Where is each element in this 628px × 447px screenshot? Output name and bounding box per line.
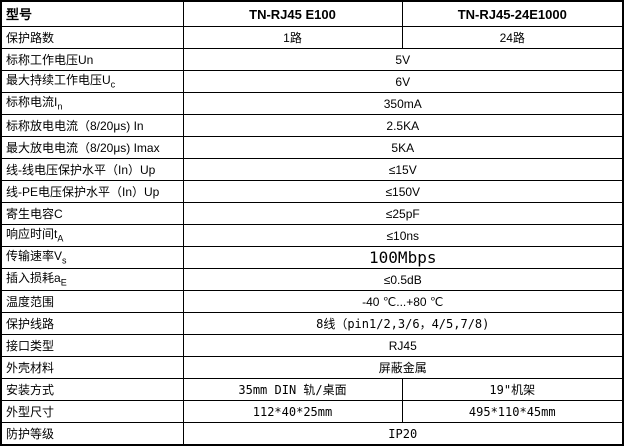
table-row-mounting-method: 安装方式 35mm DIN 轨/桌面 19"机架 [0,378,624,401]
row-label-subscript: A [57,233,64,244]
header-model-2: TN-RJ45-24E1000 [401,0,624,27]
row-label: 保护线路 [0,312,184,335]
row-label: 插入损耗aE [0,268,184,291]
row-label-text: 响应时间t [6,226,58,241]
row-label: 安装方式 [0,378,184,401]
row-label: 保护路数 [0,26,184,49]
row-label-text: 插入损耗a [6,270,61,285]
table-row-insertion-loss: 插入损耗aE ≤0.5dB [0,268,624,291]
row-value: 6V [182,70,624,93]
row-value: ≤25pF [182,202,624,225]
row-label: 线-线电压保护水平（In）Up [0,158,184,181]
table-row-housing-material: 外壳材料 屏蔽金属 [0,356,624,379]
row-value-model1: 35mm DIN 轨/桌面 [182,378,403,401]
row-label-subscript: n [57,101,63,112]
row-label: 最大持续工作电压Uc [0,70,184,93]
row-label-subscript: c [110,79,116,90]
row-label-subscript: s [62,255,67,266]
row-value-model2: 19"机架 [401,378,624,401]
row-label: 外型尺寸 [0,400,184,423]
table-row-line-pe-protection-level: 线-PE电压保护水平（In）Up ≤150V [0,180,624,203]
row-label: 线-PE电压保护水平（In）Up [0,180,184,203]
row-label-text: 标称电流I [6,94,58,109]
table-row-max-continuous-voltage: 最大持续工作电压Uc 6V [0,70,624,93]
table-row-max-discharge-current: 最大放电电流（8/20μs) Imax 5KA [0,136,624,159]
row-label: 传输速率Vs [0,246,184,269]
row-value: -40 ℃...+80 ℃ [182,290,624,313]
row-value: ≤15V [182,158,624,181]
table-row-nominal-discharge-current: 标称放电电流（8/20μs) In 2.5KA [0,114,624,137]
row-value: 2.5KA [182,114,624,137]
row-value: RJ45 [182,334,624,357]
row-value-model1: 1路 [182,26,403,49]
row-label: 防护等级 [0,422,184,446]
row-value: 5KA [182,136,624,159]
row-label: 响应时间tA [0,224,184,247]
row-label: 外壳材料 [0,356,184,379]
row-value: 350mA [182,92,624,115]
table-row-parasitic-capacitance: 寄生电容C ≤25pF [0,202,624,225]
table-row-protection-channels: 保护路数 1路 24路 [0,26,624,49]
table-row-temperature-range: 温度范围 -40 ℃...+80 ℃ [0,290,624,313]
row-label: 接口类型 [0,334,184,357]
table-row-line-line-protection-level: 线-线电压保护水平（In）Up ≤15V [0,158,624,181]
table-row-response-time: 响应时间tA ≤10ns [0,224,624,247]
row-label-text: 标称工作电压Un [6,52,94,67]
row-label: 标称工作电压Un [0,48,184,71]
table-row-dimensions: 外型尺寸 112*40*25mm 495*110*45mm [0,400,624,423]
row-label: 标称电流In [0,92,184,115]
row-value: 100Mbps [182,246,624,269]
row-label-subscript: E [60,277,67,288]
row-label-text: 最大持续工作电压U [6,72,111,87]
table-header-row: 型号 TN-RJ45 E100 TN-RJ45-24E1000 [0,0,624,27]
row-label: 温度范围 [0,290,184,313]
row-label: 最大放电电流（8/20μs) Imax [0,136,184,159]
table-row-protected-lines: 保护线路 8线（pin1/2,3/6，4/5,7/8) [0,312,624,335]
row-value: ≤0.5dB [182,268,624,291]
row-value: IP20 [182,422,624,446]
row-value-model2: 24路 [401,26,624,49]
table-row-protection-rating: 防护等级 IP20 [0,422,624,446]
header-model-label: 型号 [0,0,184,27]
row-label: 标称放电电流（8/20μs) In [0,114,184,137]
row-value-model2: 495*110*45mm [401,400,624,423]
row-label: 寄生电容C [0,202,184,225]
row-value: ≤150V [182,180,624,203]
row-label-text: 传输速率V [6,248,63,263]
table-row-nominal-current: 标称电流In 350mA [0,92,624,115]
table-row-interface-type: 接口类型 RJ45 [0,334,624,357]
table-row-transmission-rate: 传输速率Vs 100Mbps [0,246,624,269]
row-value: 8线（pin1/2,3/6，4/5,7/8) [182,312,624,335]
table-row-nominal-voltage: 标称工作电压Un 5V [0,48,624,71]
header-model-1: TN-RJ45 E100 [182,0,403,27]
row-value: 屏蔽金属 [182,356,624,379]
row-value: 5V [182,48,624,71]
row-value: ≤10ns [182,224,624,247]
row-value-model1: 112*40*25mm [182,400,403,423]
